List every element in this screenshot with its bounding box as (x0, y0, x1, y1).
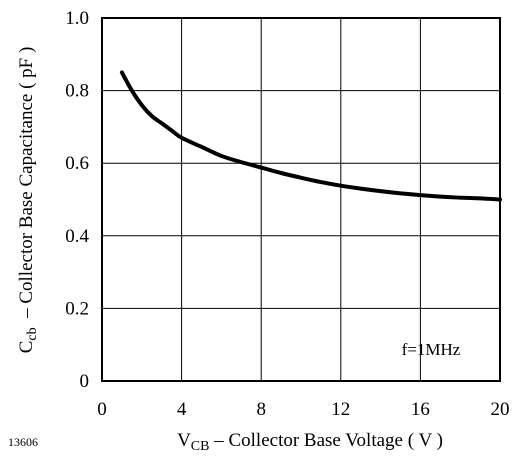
y-axis-label-subscript: cb (25, 327, 40, 340)
x-tick-labels: 0 4 8 12 16 20 (97, 399, 509, 420)
y-tick-label: 0.4 (65, 226, 89, 247)
y-tick-label: 0.6 (65, 153, 89, 174)
x-tick-label: 8 (256, 399, 266, 420)
x-axis-label: VCB – Collector Base Voltage ( V ) (177, 430, 443, 454)
y-tick-labels: 0 0.2 0.4 0.6 0.8 1.0 (65, 8, 89, 392)
y-axis-label-text: – Collector Base Capacitance ( pF ) (16, 47, 37, 328)
capacitance-curve (119, 70, 502, 202)
x-tick-label: 20 (491, 399, 510, 420)
x-tick-label: 16 (411, 399, 430, 420)
frequency-annotation: f=1MHz (402, 340, 461, 359)
x-tick-label: 4 (177, 399, 187, 420)
y-tick-label: 0.8 (65, 81, 89, 102)
y-axis-label-symbol: C (16, 341, 37, 354)
y-tick-label: 0 (80, 371, 90, 392)
x-axis-label-subscript: CB (191, 439, 210, 454)
figure-id: 13606 (8, 435, 38, 449)
series-layer (119, 70, 502, 202)
y-axis-label: Ccb – Collector Base Capacitance ( pF ) (16, 47, 40, 354)
grid (101, 17, 501, 382)
x-axis-label-text: – Collector Base Voltage ( V ) (209, 430, 442, 451)
plot-frame (101, 17, 501, 382)
x-tick-label: 12 (331, 399, 350, 420)
y-tick-label: 0.2 (65, 298, 89, 319)
y-tick-label: 1.0 (65, 8, 89, 29)
x-tick-label: 0 (97, 399, 107, 420)
x-axis-label-symbol: V (177, 430, 191, 451)
